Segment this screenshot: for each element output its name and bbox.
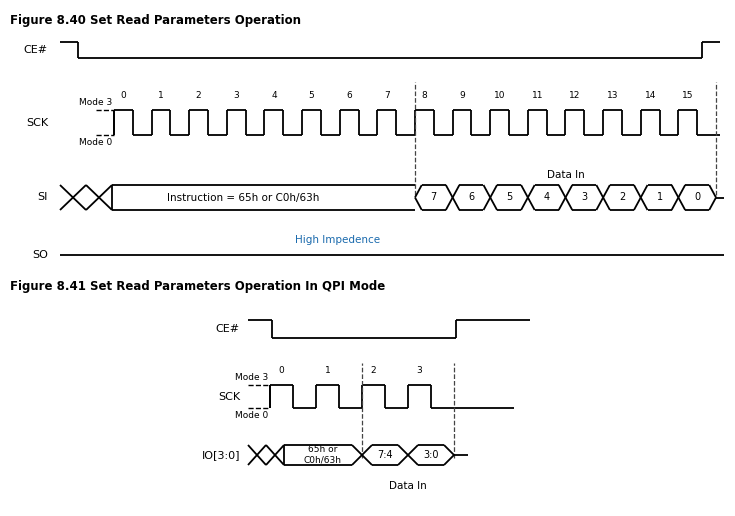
Text: Mode 0: Mode 0: [79, 138, 112, 147]
Text: 15: 15: [682, 91, 694, 100]
Text: 1: 1: [656, 192, 663, 202]
Text: 0: 0: [121, 91, 126, 100]
Text: 8: 8: [422, 91, 427, 100]
Text: 5: 5: [506, 192, 512, 202]
Text: 3: 3: [234, 91, 239, 100]
Text: 2: 2: [619, 192, 625, 202]
Text: SCK: SCK: [218, 392, 240, 401]
Text: Mode 3: Mode 3: [234, 373, 268, 382]
Text: 1: 1: [325, 366, 330, 375]
Text: Mode 3: Mode 3: [79, 98, 112, 107]
Text: 0: 0: [694, 192, 700, 202]
Text: CE#: CE#: [24, 45, 48, 55]
Text: 3: 3: [417, 366, 423, 375]
Text: 1: 1: [158, 91, 164, 100]
Text: Data In: Data In: [389, 481, 427, 491]
Text: IO[3:0]: IO[3:0]: [201, 450, 240, 460]
Text: 4: 4: [544, 192, 550, 202]
Text: 13: 13: [607, 91, 618, 100]
Text: SI: SI: [37, 192, 48, 202]
Text: 2: 2: [370, 366, 376, 375]
Text: 14: 14: [645, 91, 656, 100]
Text: High Impedence: High Impedence: [295, 235, 381, 245]
Text: 6: 6: [468, 192, 475, 202]
Text: 3:0: 3:0: [423, 450, 439, 460]
Text: CE#: CE#: [216, 324, 240, 334]
Text: Instruction = 65h or C0h/63h: Instruction = 65h or C0h/63h: [168, 192, 320, 202]
Text: Figure 8.41 Set Read Parameters Operation In QPI Mode: Figure 8.41 Set Read Parameters Operatio…: [10, 280, 385, 293]
Text: 9: 9: [459, 91, 465, 100]
Text: 7:4: 7:4: [377, 450, 392, 460]
Text: 11: 11: [531, 91, 543, 100]
Text: 2: 2: [196, 91, 201, 100]
Text: 12: 12: [569, 91, 581, 100]
Text: 5: 5: [309, 91, 315, 100]
Text: SCK: SCK: [26, 118, 48, 127]
Text: 4: 4: [271, 91, 276, 100]
Text: 0: 0: [279, 366, 284, 375]
Text: 7: 7: [384, 91, 390, 100]
Text: Data In: Data In: [547, 170, 584, 180]
Text: 65h or
C0h/63h: 65h or C0h/63h: [304, 445, 342, 465]
Text: 10: 10: [494, 91, 506, 100]
Text: SO: SO: [32, 250, 48, 260]
Text: 6: 6: [346, 91, 352, 100]
Text: Figure 8.40 Set Read Parameters Operation: Figure 8.40 Set Read Parameters Operatio…: [10, 14, 301, 27]
Text: Mode 0: Mode 0: [234, 411, 268, 420]
Text: 7: 7: [431, 192, 437, 202]
Text: 3: 3: [581, 192, 587, 202]
